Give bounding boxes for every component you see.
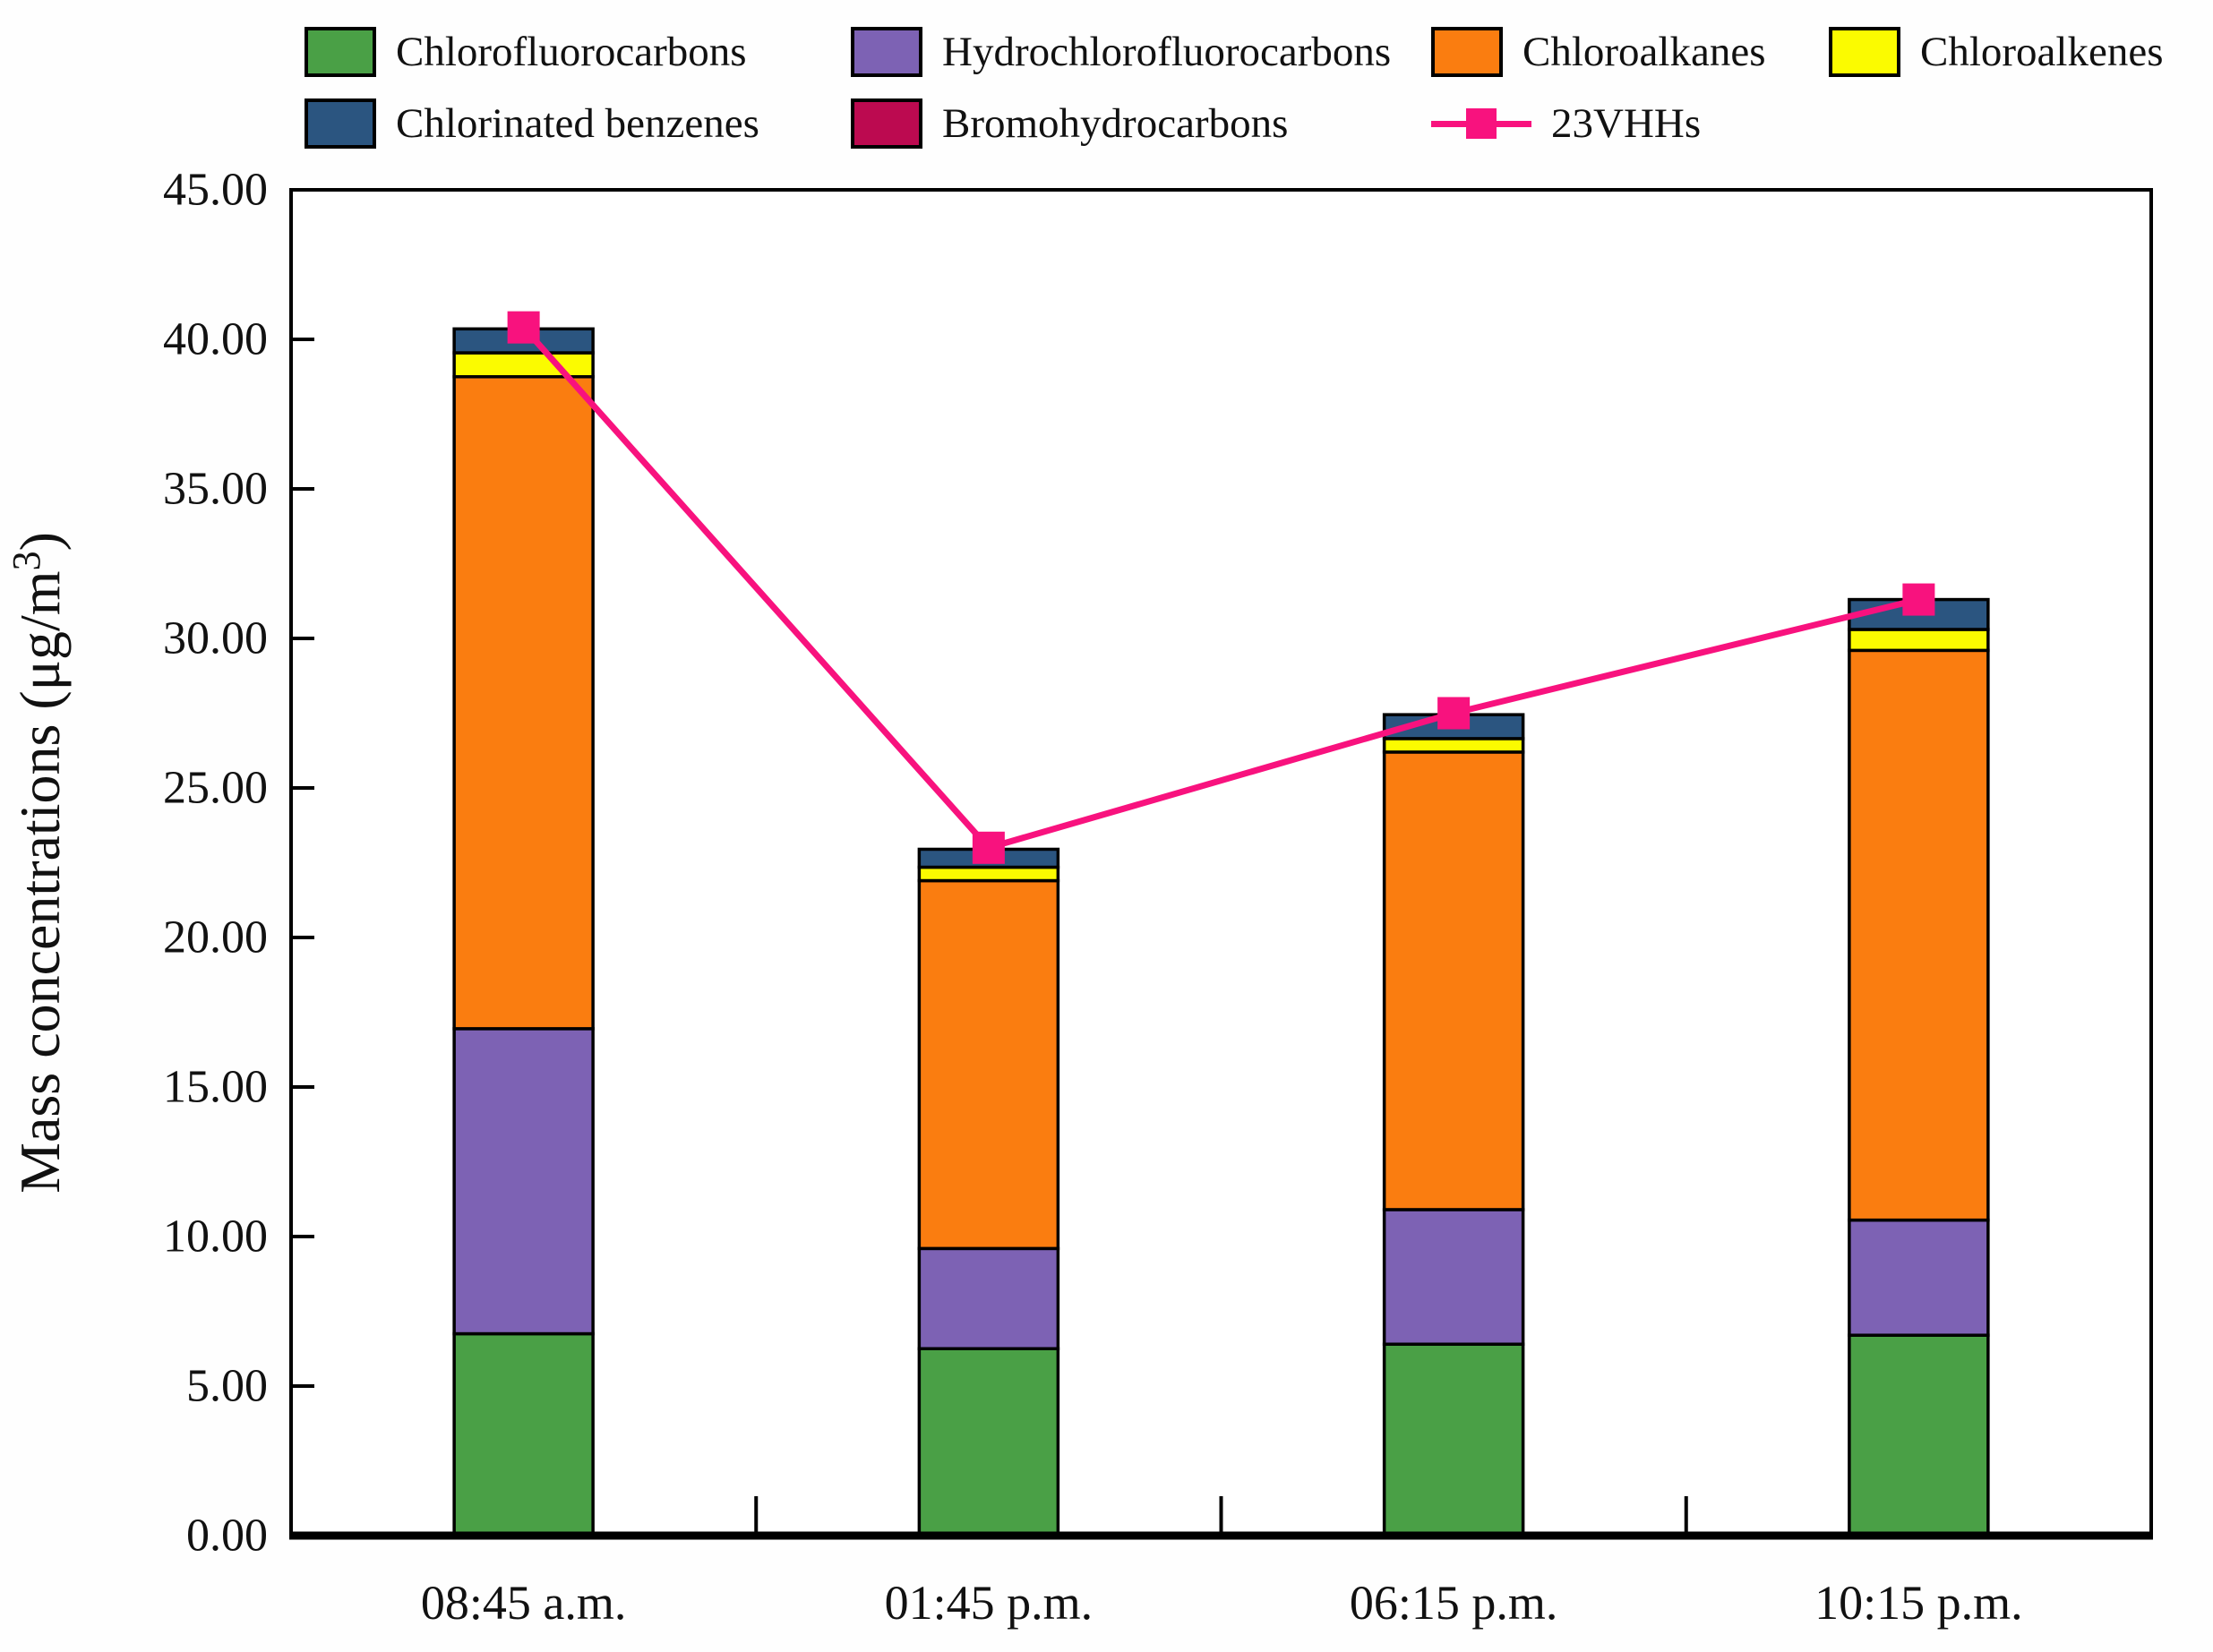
legend-item-chlorinated-benzenes: Chlorinated benzenes [305, 95, 759, 152]
bar-segment-chloroalkenes [919, 868, 1058, 881]
y-tick-label: 0.00 [186, 1511, 268, 1562]
legend-item-bromohydrocarbons: Bromohydrocarbons [851, 95, 1288, 152]
bar-segment-chloroalkanes [1385, 752, 1523, 1210]
bar-segment-chlorofluorocarbons [1849, 1335, 1988, 1536]
y-tick-label: 15.00 [163, 1062, 268, 1113]
bar-segment-chlorofluorocarbons [1385, 1344, 1523, 1536]
legend-label: Chlorofluorocarbons [396, 27, 747, 77]
x-category-label: 08:45 a.m. [421, 1576, 626, 1630]
y-tick-label: 30.00 [163, 613, 268, 664]
legend-label: Chlorinated benzenes [396, 98, 759, 149]
y-tick-label: 25.00 [163, 763, 268, 814]
x-category-label: 10:15 p.m. [1814, 1576, 2023, 1630]
bar-segment-chloroalkenes [1849, 629, 1988, 650]
y-tick-label: 5.00 [186, 1361, 268, 1412]
bar-segment-hydrochlorofluorocarbons [1849, 1220, 1988, 1336]
legend-swatch-icon [851, 27, 922, 77]
bar-segment-chloroalkanes [454, 377, 593, 1029]
y-tick-label: 45.00 [163, 165, 268, 216]
legend-swatch-icon [1829, 27, 1900, 77]
legend-item-chlorofluorocarbons: Chlorofluorocarbons [305, 23, 747, 81]
y-tick-label: 40.00 [163, 314, 268, 365]
x-category-label: 06:15 p.m. [1350, 1576, 1558, 1630]
bar-segment-chloroalkenes [1385, 739, 1523, 752]
y-tick-label: 20.00 [163, 912, 268, 963]
vhh-marker [1902, 584, 1934, 616]
legend-label: 23VHHs [1551, 98, 1701, 149]
bar-segment-chlorofluorocarbons [919, 1348, 1058, 1536]
x-category-label: 01:45 p.m. [885, 1576, 1094, 1630]
y-tick-label: 35.00 [163, 464, 268, 515]
legend-item-23vhhs: 23VHHs [1431, 95, 1701, 152]
vhh-marker [1437, 698, 1470, 730]
chart-legend: Chlorofluorocarbons Hydrochlorofluorocarb… [0, 0, 2213, 170]
legend-swatch-icon [1431, 27, 1503, 77]
bar-segment-hydrochlorofluorocarbons [919, 1248, 1058, 1348]
legend-item-chloroalkanes: Chloroalkanes [1431, 23, 1766, 81]
legend-label: Chloroalkanes [1523, 27, 1766, 77]
vhh-marker [973, 832, 1005, 864]
legend-swatch-icon [305, 27, 376, 77]
y-axis-title: Mass concentrations (μg/m3) [4, 532, 72, 1194]
legend-swatch-icon [851, 98, 922, 149]
bar-segment-hydrochlorofluorocarbons [1385, 1210, 1523, 1344]
legend-item-chloroalkenes: Chloroalkenes [1829, 23, 2164, 81]
legend-swatch-icon [305, 98, 376, 149]
vhh-marker [508, 312, 540, 344]
y-tick-label: 10.00 [163, 1211, 268, 1263]
legend-label: Hydrochlorofluorocarbons [942, 27, 1391, 77]
bar-segment-chloroalkenes [454, 353, 593, 377]
legend-label: Chloroalkenes [1920, 27, 2164, 77]
bar-segment-chloroalkanes [1849, 650, 1988, 1220]
legend-item-hydrochlorofluorocarbons: Hydrochlorofluorocarbons [851, 23, 1391, 81]
bar-segment-chloroalkanes [919, 881, 1058, 1249]
legend-label: Bromohydrocarbons [942, 98, 1288, 149]
legend-square-marker [1466, 108, 1497, 139]
bar-segment-chlorofluorocarbons [454, 1334, 593, 1536]
legend-line-marker-icon [1431, 98, 1531, 149]
bar-segment-hydrochlorofluorocarbons [454, 1029, 593, 1334]
